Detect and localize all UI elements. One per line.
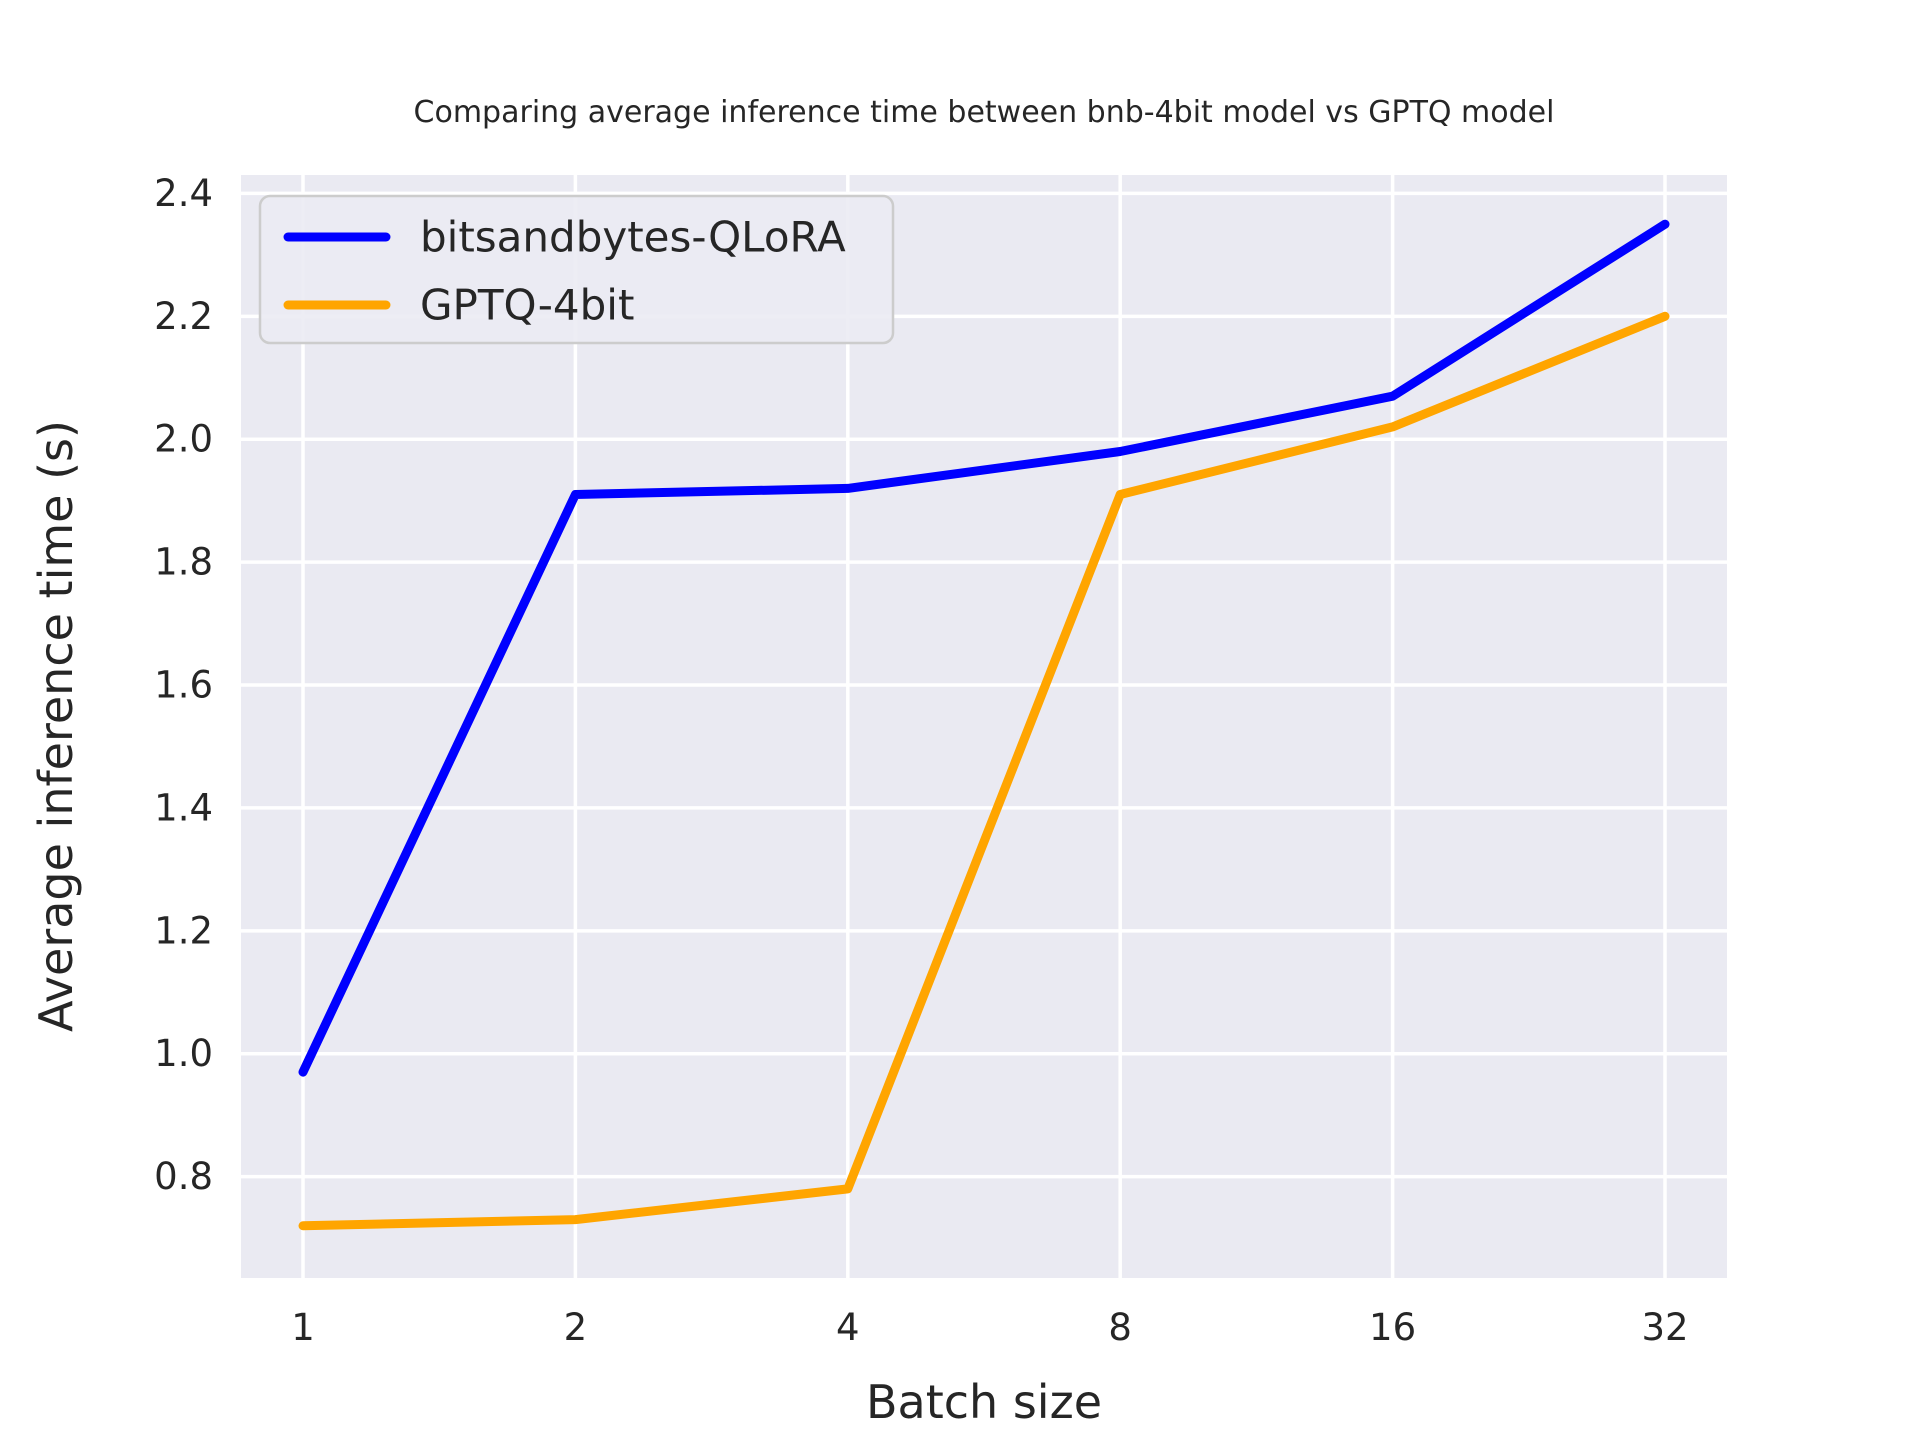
- y-tick-label: 2.0: [154, 418, 213, 461]
- y-tick-label: 0.8: [154, 1155, 213, 1198]
- chart-title: Comparing average inference time between…: [414, 95, 1555, 130]
- x-tick-label: 4: [836, 1306, 860, 1349]
- y-tick-label: 1.8: [154, 541, 213, 584]
- x-tick-label: 2: [564, 1306, 588, 1349]
- x-tick-label: 1: [291, 1306, 315, 1349]
- legend-label: GPTQ-4bit: [420, 281, 634, 330]
- legend-label: bitsandbytes-QLoRA: [420, 213, 846, 262]
- series-line: [298, 311, 1670, 1231]
- y-tick-label: 2.4: [154, 172, 213, 215]
- y-tick-label: 1.6: [154, 664, 213, 707]
- series-line: [298, 219, 1670, 1077]
- y-tick-label: 1.4: [154, 786, 213, 829]
- y-tick-label: 1.2: [154, 909, 213, 952]
- x-tick-label: 16: [1369, 1306, 1416, 1349]
- y-tick-label: 2.2: [154, 295, 213, 338]
- x-axis-label: Batch size: [866, 1375, 1102, 1429]
- legend-box: [258, 194, 895, 345]
- plot-area: [241, 175, 1727, 1278]
- x-tick-label: 8: [1108, 1306, 1132, 1349]
- x-tick-label: 32: [1641, 1306, 1688, 1349]
- y-tick-label: 1.0: [154, 1032, 213, 1075]
- legend: bitsandbytes-QLoRA GPTQ-4bit: [258, 194, 895, 345]
- y-axis-label: Average inference time (s): [29, 420, 83, 1032]
